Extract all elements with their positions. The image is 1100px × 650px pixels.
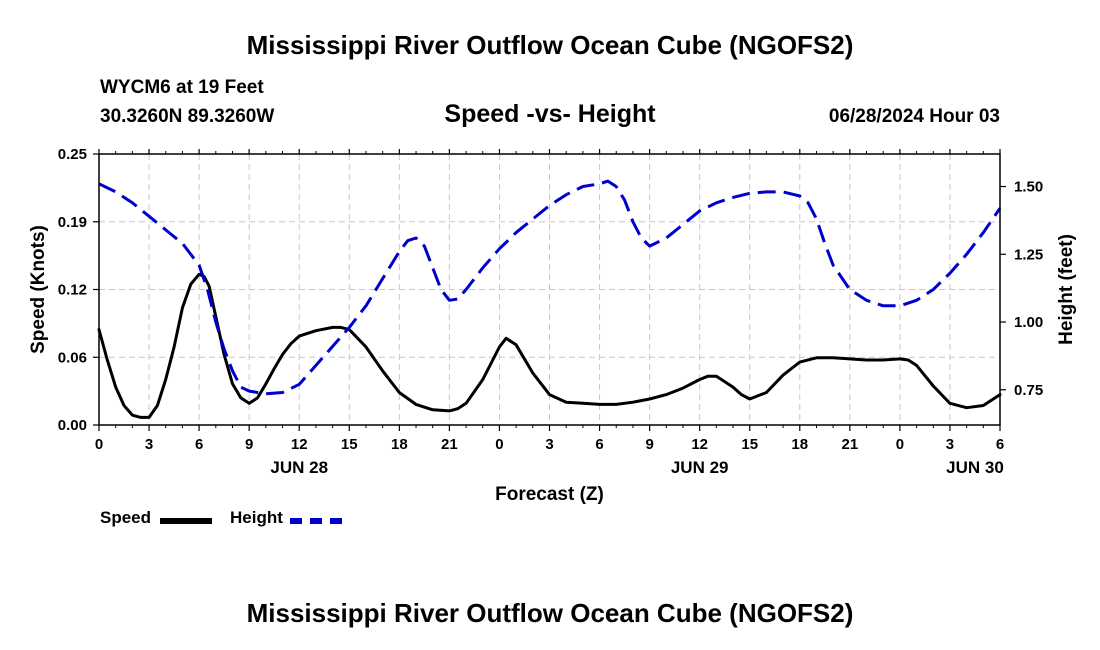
legend-height-swatch [290, 518, 342, 524]
series-line-height [98, 179, 1002, 396]
y-left-tick-label: 0.00 [58, 417, 87, 434]
x-tick-label: 6 [195, 436, 203, 453]
chart-subtitle: Speed -vs- Height [444, 100, 656, 128]
series-line-speed [97, 272, 1002, 419]
x-tick-label: 6 [996, 436, 1004, 453]
legend-speed-label: Speed [100, 508, 152, 527]
y-left-tick-label: 0.06 [58, 349, 87, 366]
y-left-tick-label: 0.12 [58, 282, 87, 299]
x-tick-label: 9 [245, 436, 253, 453]
x-tick-label: 0 [95, 436, 103, 453]
series [97, 179, 1002, 419]
x-tick-label: 12 [291, 436, 308, 453]
x-tick-label: 21 [441, 436, 458, 453]
y-left-tick-label: 0.19 [58, 214, 87, 231]
x-tick-label: 15 [341, 436, 358, 453]
x-tick-label: 0 [495, 436, 503, 453]
x-tick-label: 3 [545, 436, 553, 453]
station-label: WYCM6 at 19 Feet [100, 77, 264, 98]
x-day-label: JUN 30 [946, 458, 1004, 477]
y-axis-right-title: Height (feet) [1056, 234, 1077, 345]
footer-title: Mississippi River Outflow Ocean Cube (NG… [246, 598, 854, 628]
x-tick-label: 15 [741, 436, 758, 453]
station-coordinates: 30.3260N 89.3260W [100, 106, 275, 127]
y-right-tick-label: 1.25 [1014, 246, 1043, 263]
y-right-tick-label: 1.50 [1014, 179, 1043, 196]
x-tick-label: 3 [145, 436, 153, 453]
x-tick-label: 12 [691, 436, 708, 453]
y-right-tick-label: 1.00 [1014, 314, 1043, 331]
x-tick-label: 18 [791, 436, 808, 453]
legend-height-label: Height [230, 508, 283, 527]
x-tick-label: 18 [391, 436, 408, 453]
legend-speed-swatch [160, 518, 212, 524]
x-day-label: JUN 28 [270, 458, 328, 477]
chart-main-title: Mississippi River Outflow Ocean Cube (NG… [246, 30, 854, 60]
axes: 0 3 6 9 12 15 18 21 0 3 6 9 12 15 18 21 0 3 6 JUN 28 JUN 29 J… [58, 146, 1043, 477]
y-right-tick-label: 0.75 [1014, 382, 1043, 399]
x-tick-label: 6 [595, 436, 603, 453]
x-axis-title: Forecast (Z) [495, 484, 604, 505]
x-tick-label: 0 [896, 436, 904, 453]
x-day-label: JUN 29 [671, 458, 729, 477]
y-axis-left-title: Speed (Knots) [28, 225, 49, 354]
x-tick-label: 9 [645, 436, 653, 453]
x-tick-label: 21 [841, 436, 858, 453]
x-tick-label: 3 [946, 436, 954, 453]
y-left-tick-label: 0.25 [58, 146, 87, 163]
forecast-datetime: 06/28/2024 Hour 03 [828, 106, 1000, 127]
